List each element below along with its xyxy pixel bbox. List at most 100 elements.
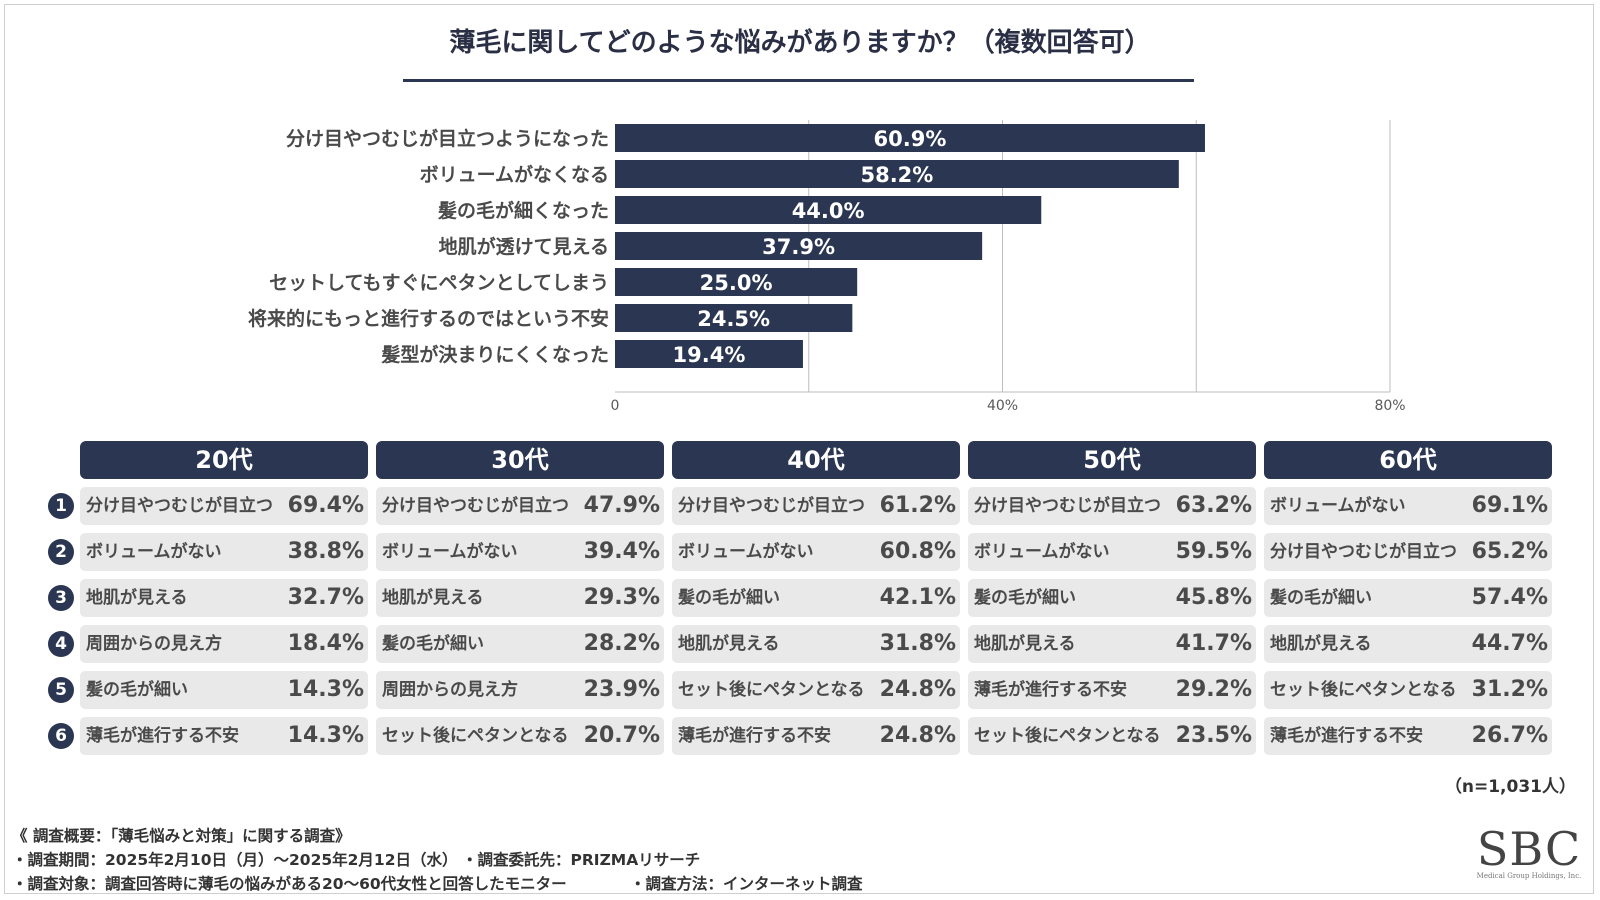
ranking-cell: 髪の毛が細い 14.3% — [80, 671, 368, 709]
concern-name: 地肌が見える — [382, 588, 484, 608]
concern-name: 分け目やつむじが目立つ — [1270, 542, 1457, 562]
concern-name: 薄毛が進行する不安 — [678, 726, 831, 746]
bar — [615, 268, 858, 296]
ranking-cell: ボリュームがない 38.8% — [80, 533, 368, 571]
survey-method: ・調査方法：インターネット調査 — [630, 875, 863, 893]
category-label: 髪型が決まりにくくなった — [380, 343, 609, 366]
concern-percent: 28.2% — [583, 631, 660, 656]
concern-percent: 29.3% — [583, 585, 660, 610]
rank-badge: 5 — [48, 677, 74, 703]
concern-percent: 59.5% — [1175, 539, 1252, 564]
concern-name: ボリュームがない — [382, 542, 518, 562]
bar — [615, 340, 803, 368]
category-label: 分け目やつむじが目立つようになった — [286, 127, 609, 150]
concern-percent: 41.7% — [1175, 631, 1252, 656]
x-tick-label: 0 — [611, 398, 620, 414]
concern-name: 周囲からの見え方 — [86, 634, 222, 654]
ranking-cell: 髪の毛が細い 42.1% — [672, 579, 960, 617]
ranking-cell: セット後にペタンとなる 23.5% — [968, 717, 1256, 755]
concern-name: 地肌が見える — [678, 634, 780, 654]
bar — [615, 124, 1205, 152]
concern-percent: 31.8% — [879, 631, 956, 656]
logo-text: SBC — [1476, 822, 1582, 876]
concern-percent: 24.8% — [879, 677, 956, 702]
bar-value-label: 24.5% — [697, 307, 770, 331]
ranking-cell: 薄毛が進行する不安 26.7% — [1264, 717, 1552, 755]
concern-percent: 65.2% — [1471, 539, 1548, 564]
concern-name: 地肌が見える — [974, 634, 1076, 654]
bar — [615, 232, 983, 260]
ranking-cell: 分け目やつむじが目立つ 63.2% — [968, 487, 1256, 525]
bar — [615, 196, 1042, 224]
concern-name: 髪の毛が細い — [382, 634, 484, 654]
concern-name: 髪の毛が細い — [86, 680, 188, 700]
rank-badge: 2 — [48, 539, 74, 565]
ranking-cell: セット後にペタンとなる 20.7% — [376, 717, 664, 755]
rank-badge: 1 — [48, 493, 74, 519]
ranking-cell: 髪の毛が細い 28.2% — [376, 625, 664, 663]
concern-name: セット後にペタンとなる — [1270, 680, 1457, 700]
concern-name: 周囲からの見え方 — [382, 680, 518, 700]
bar-chart: 60.9% 分け目やつむじが目立つようになった 58.2% ボリュームがなくなる 44.… — [248, 120, 1406, 414]
concern-percent: 38.8% — [287, 539, 364, 564]
concern-name: 分け目やつむじが目立つ — [86, 496, 273, 516]
bar — [615, 160, 1179, 188]
bar — [615, 304, 853, 332]
concern-name: 地肌が見える — [1270, 634, 1372, 654]
rank-badge: 3 — [48, 585, 74, 611]
category-label: セットしてもすぐにペタンとしてしまう — [269, 272, 609, 294]
sample-size-note: （n=1,031人） — [1444, 777, 1576, 797]
concern-name: ボリュームがない — [1270, 496, 1406, 516]
survey-overview-title: 《 調査概要：「薄毛悩みと対策」に関する調査》 — [12, 827, 351, 845]
survey-target: ・調査対象：調査回答時に薄毛の悩みがある20～60代女性と回答したモニター — [12, 875, 567, 893]
ranking-cell: ボリュームがない 39.4% — [376, 533, 664, 571]
concern-percent: 26.7% — [1471, 723, 1548, 748]
concern-name: 髪の毛が細い — [1270, 588, 1372, 608]
concern-percent: 69.4% — [287, 493, 364, 518]
ranking-cell: 分け目やつむじが目立つ 61.2% — [672, 487, 960, 525]
survey-commissioned: ・調査委託先：PRIZMAリサーチ — [462, 851, 701, 869]
page-frame — [4, 4, 1594, 894]
category-label: 地肌が透けて見える — [439, 235, 609, 258]
age-group-header: 60代 — [1264, 441, 1552, 479]
concern-name: セット後にペタンとなる — [382, 726, 569, 746]
ranking-cell: 地肌が見える 41.7% — [968, 625, 1256, 663]
category-label: 将来的にもっと進行するのではという不安 — [248, 307, 609, 330]
logo-subtitle: Medical Group Holdings, Inc. — [1476, 872, 1582, 880]
concern-name: 薄毛が進行する不安 — [86, 726, 239, 746]
concern-name: 薄毛が進行する不安 — [1270, 726, 1423, 746]
category-label: ボリュームがなくなる — [420, 163, 609, 186]
concern-name: セット後にペタンとなる — [974, 726, 1161, 746]
concern-percent: 44.7% — [1471, 631, 1548, 656]
concern-name: 分け目やつむじが目立つ — [678, 496, 865, 516]
concern-percent: 60.8% — [879, 539, 956, 564]
concern-name: 地肌が見える — [86, 588, 188, 608]
x-tick-label: 40% — [987, 398, 1018, 414]
concern-name: 薄毛が進行する不安 — [974, 680, 1127, 700]
concern-percent: 39.4% — [583, 539, 660, 564]
ranking-cell: 髪の毛が細い 45.8% — [968, 579, 1256, 617]
concern-name: 分け目やつむじが目立つ — [382, 496, 569, 516]
bar-value-label: 58.2% — [860, 163, 933, 187]
ranking-cell: 分け目やつむじが目立つ 47.9% — [376, 487, 664, 525]
bar-value-label: 25.0% — [700, 271, 773, 295]
concern-percent: 32.7% — [287, 585, 364, 610]
ranking-cell: 分け目やつむじが目立つ 69.4% — [80, 487, 368, 525]
x-tick-label: 80% — [1374, 398, 1405, 414]
concern-percent: 18.4% — [287, 631, 364, 656]
concern-percent: 20.7% — [583, 723, 660, 748]
concern-percent: 57.4% — [1471, 585, 1548, 610]
ranking-cell: ボリュームがない 69.1% — [1264, 487, 1552, 525]
ranking-cell: 周囲からの見え方 23.9% — [376, 671, 664, 709]
ranking-cell: 薄毛が進行する不安 29.2% — [968, 671, 1256, 709]
rank-badge: 6 — [48, 723, 74, 749]
concern-percent: 23.9% — [583, 677, 660, 702]
ranking-cell: 分け目やつむじが目立つ 65.2% — [1264, 533, 1552, 571]
ranking-cell: ボリュームがない 60.8% — [672, 533, 960, 571]
survey-period: ・調査期間：2025年2月10日（月）～2025年2月12日（水） — [12, 851, 458, 869]
ranking-cell: 地肌が見える 44.7% — [1264, 625, 1552, 663]
age-group-header: 50代 — [968, 441, 1256, 479]
ranking-cell: 地肌が見える 29.3% — [376, 579, 664, 617]
title-underline — [403, 79, 1194, 82]
concern-percent: 61.2% — [879, 493, 956, 518]
